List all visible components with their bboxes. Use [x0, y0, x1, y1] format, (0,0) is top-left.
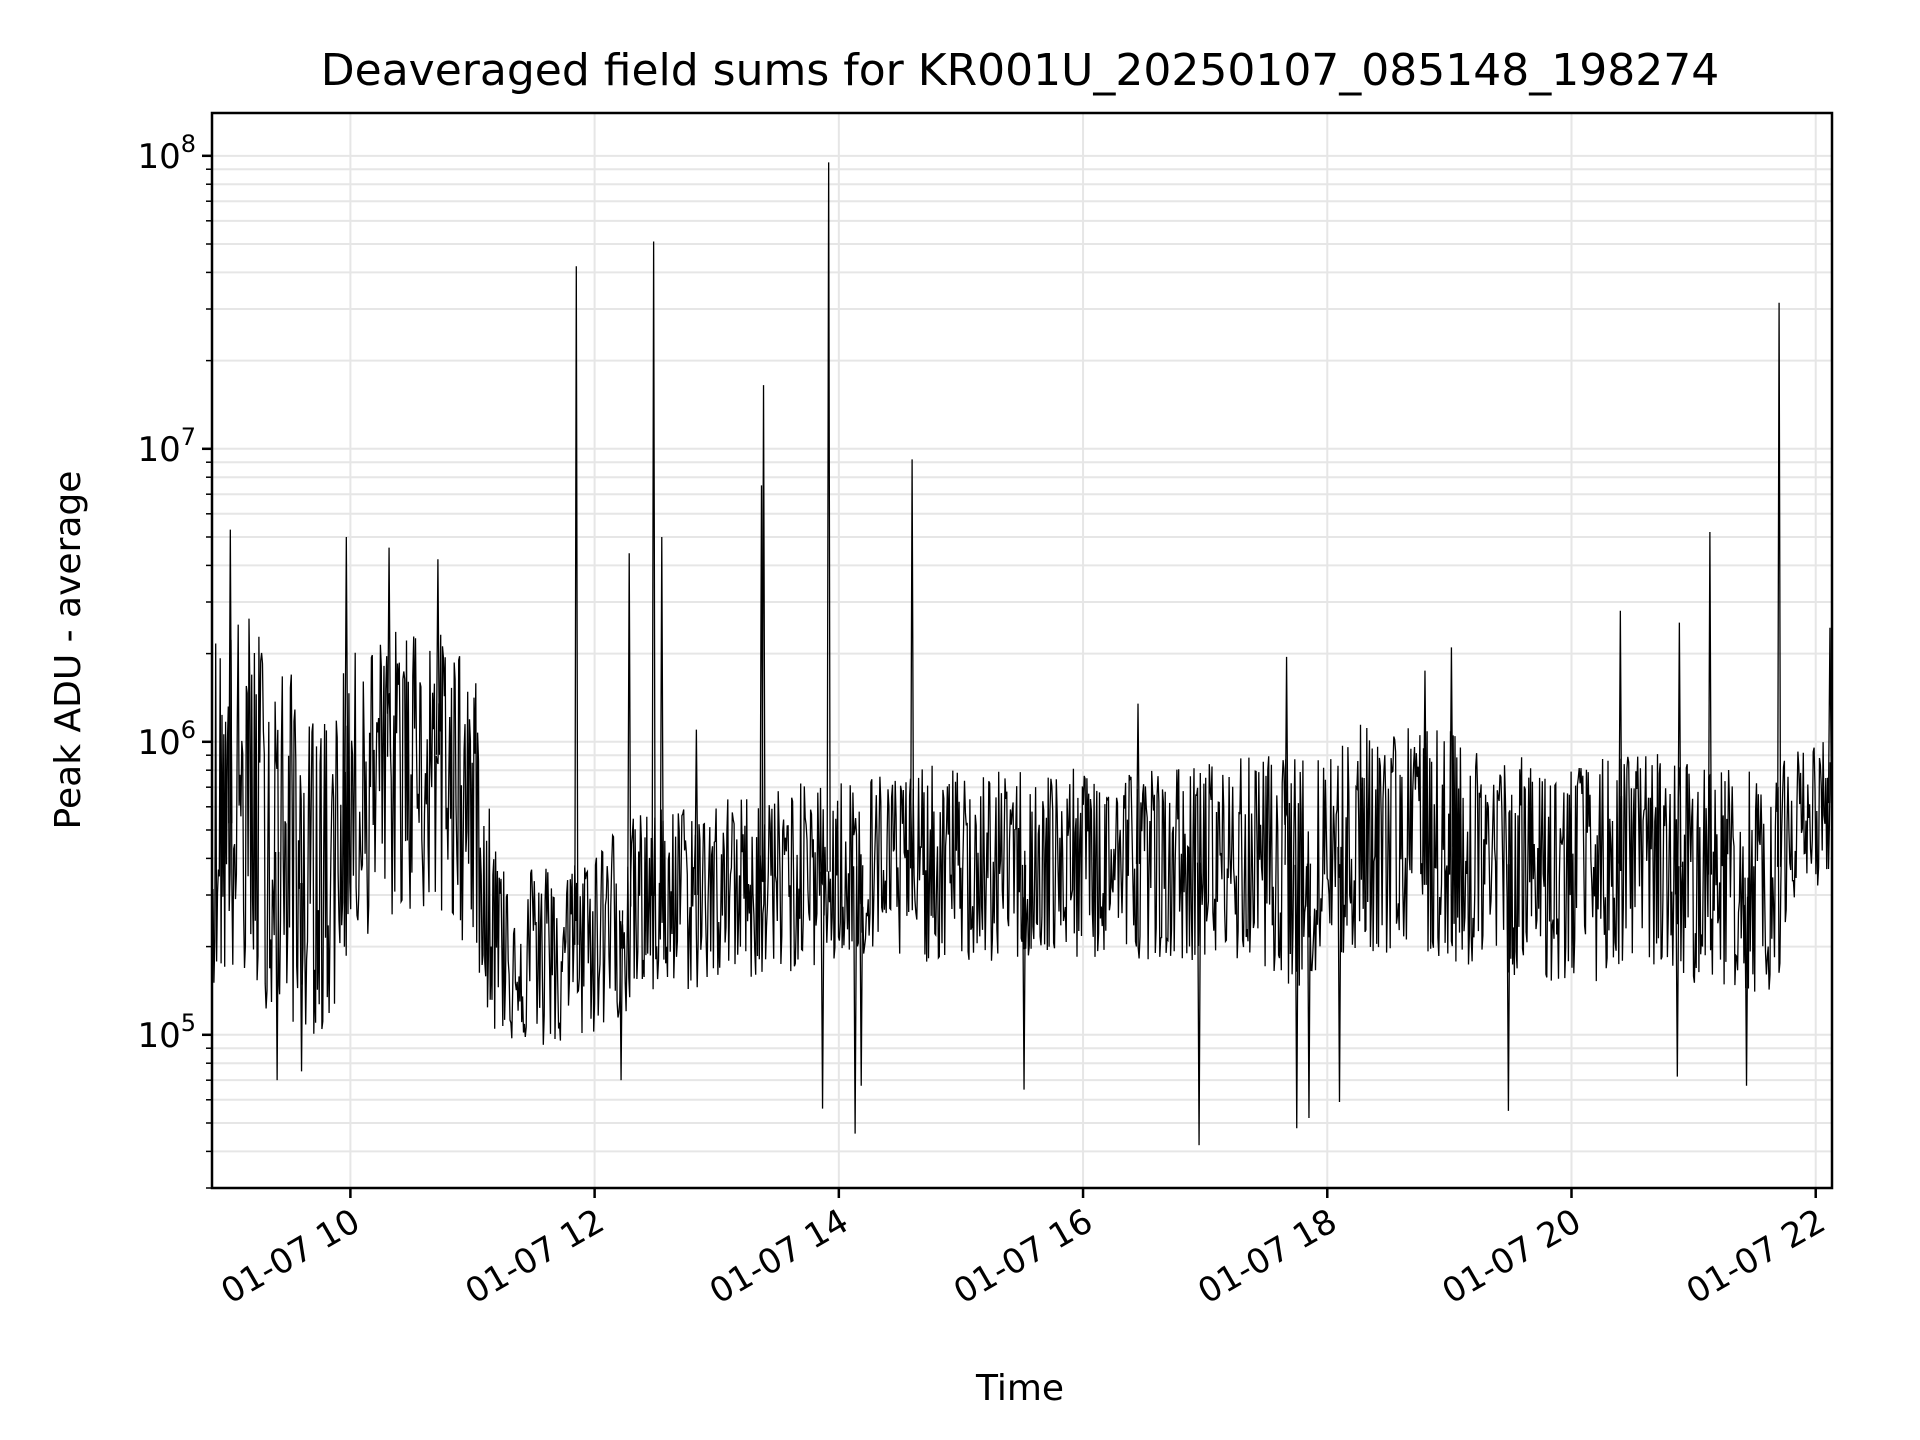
spike-mark — [1618, 610, 1623, 864]
dip-mark — [1294, 864, 1299, 1129]
x-tick-label: 01-07 16 — [947, 1201, 1099, 1312]
spike-mark — [627, 553, 632, 907]
spike-mark — [826, 162, 831, 872]
x-axis: 01-07 10 01-07 12 01-07 14 01-07 16 01-07 18… — [214, 1188, 1832, 1312]
spike-mark — [909, 459, 915, 869]
chart-title: Deaveraged field sums for KR001U_2025010… — [321, 45, 1719, 96]
spike-mark — [435, 559, 441, 755]
x-tick-label: 01-07 10 — [214, 1201, 366, 1312]
dip-mark — [1506, 864, 1511, 1111]
plot-frame — [210, 111, 1834, 1190]
grid — [212, 113, 1832, 1189]
y-tick-label: 107 — [137, 423, 196, 470]
y-axis: 105 106 107 108 — [137, 130, 212, 1189]
spike-mark — [761, 385, 766, 882]
dip-mark — [820, 871, 825, 1109]
spike-mark — [1776, 302, 1782, 867]
x-axis-label: Time — [975, 1368, 1064, 1409]
spike-mark — [1677, 622, 1682, 867]
x-tick-label: 01-07 20 — [1436, 1201, 1588, 1312]
y-tick-label: 108 — [137, 130, 196, 177]
spike-mark — [659, 537, 664, 894]
y-axis-label: Peak ADU - average — [48, 471, 89, 830]
spike-mark — [1284, 656, 1289, 865]
y-tick-label: 106 — [137, 716, 196, 763]
dip-mark — [618, 910, 624, 1081]
x-tick-label: 01-07 22 — [1680, 1201, 1832, 1312]
spike-mark — [1422, 670, 1428, 844]
x-tick-label: 01-07 18 — [1191, 1201, 1343, 1312]
spike-mark — [228, 529, 233, 824]
spike-mark — [694, 729, 699, 896]
spike-mark — [1449, 647, 1454, 847]
spike-mark — [1135, 703, 1141, 864]
dip-mark — [274, 852, 280, 1081]
dip-mark — [1021, 864, 1027, 1090]
spike-mark — [344, 537, 349, 807]
spike-mark — [1707, 532, 1713, 875]
spike-mark — [574, 266, 579, 945]
dip-mark — [852, 866, 858, 1134]
x-tick-label: 01-07 12 — [459, 1201, 611, 1312]
dip-mark — [1675, 866, 1680, 1077]
x-tick-label: 01-07 14 — [703, 1201, 855, 1312]
y-tick-label: 105 — [137, 1009, 196, 1056]
series-line — [212, 618, 1831, 1045]
spike-mark — [651, 241, 656, 896]
spike-mark — [386, 547, 392, 757]
